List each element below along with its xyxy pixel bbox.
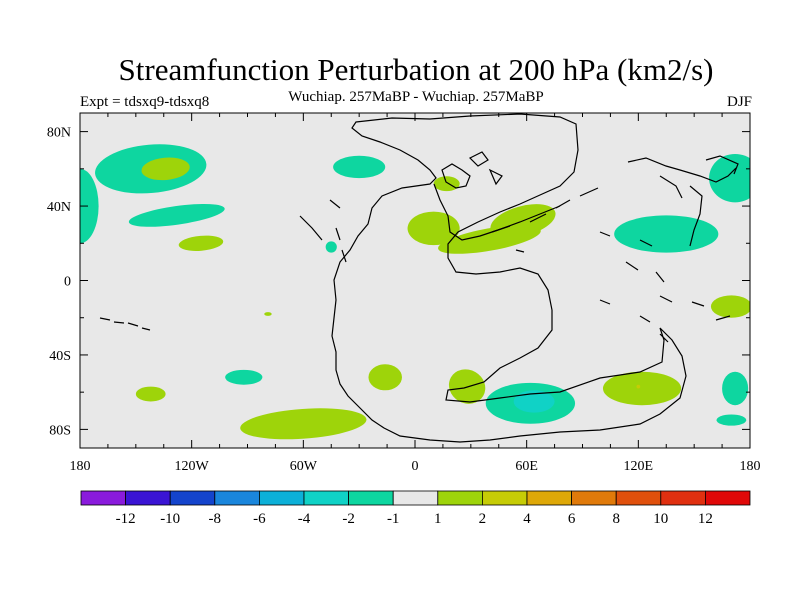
colorbar-label: -1 <box>387 511 400 527</box>
colorbar-box <box>481 490 528 506</box>
y-tick-label: 80N <box>47 126 71 141</box>
contour-region-17 <box>264 312 272 316</box>
x-tick-label: 180 <box>70 459 91 474</box>
colorbar-box <box>392 490 439 506</box>
colorbar-box <box>571 490 617 506</box>
colorbar-label: 8 <box>612 511 620 527</box>
y-tick-label: 80S <box>49 423 71 438</box>
colorbar-box <box>705 490 751 506</box>
colorbar-label: -6 <box>253 511 266 527</box>
x-tick-label: 120W <box>175 459 210 474</box>
colorbar-label: 2 <box>479 511 487 527</box>
x-tick-label: 180 <box>740 459 761 474</box>
west-fragments <box>99 199 347 331</box>
colorbar-label: 6 <box>568 511 576 527</box>
contour-region-2 <box>141 157 190 181</box>
experiment-label: Expt = tdsxq9-tdsxq8 <box>80 94 209 110</box>
colorbar-box <box>125 490 171 506</box>
contour-region-24 <box>636 384 641 389</box>
contour-region-19 <box>240 408 367 440</box>
x-tick-label: 60W <box>290 459 318 474</box>
contour-region-8 <box>433 176 460 192</box>
y-tick-label: 40N <box>47 200 71 215</box>
colorbar-box <box>303 490 349 506</box>
colorbar-label: 10 <box>653 511 668 527</box>
contour-region-12 <box>614 215 719 253</box>
contour-region-3 <box>80 168 99 244</box>
x-tick-label: 60E <box>515 459 538 474</box>
contour-region-7 <box>325 241 337 253</box>
colorbar-label: -10 <box>160 511 180 527</box>
chart-title: Streamfunction Perturbation at 200 hPa (… <box>119 52 714 87</box>
tethys-inner-coast <box>433 183 561 241</box>
contour-region-16 <box>225 369 263 385</box>
colorbar-box <box>214 490 260 506</box>
contour-region-23 <box>602 371 682 406</box>
colorbar-label: -4 <box>298 511 311 527</box>
period-label: Wuchiap. 257MaBP - Wuchiap. 257MaBP <box>288 89 543 105</box>
colorbar-box <box>169 490 216 506</box>
coastlines <box>99 113 739 443</box>
colorbar-label: 4 <box>523 511 531 527</box>
colorbar-box <box>258 490 305 506</box>
north-islands <box>441 151 503 189</box>
contour-region-22 <box>513 390 555 413</box>
contour-region-13 <box>709 153 750 203</box>
contour-regions <box>80 144 750 440</box>
contour-region-5 <box>178 235 224 251</box>
colorbar-label: -12 <box>116 511 136 527</box>
contour-region-9 <box>407 211 460 246</box>
x-axis: 180 120W 60W 0 60E 120E 180 <box>70 113 761 474</box>
tethys-fragments <box>491 187 731 343</box>
contour-region-14 <box>710 295 750 318</box>
colorbar-label: 1 <box>434 511 442 527</box>
contour-region-4 <box>128 203 225 227</box>
x-tick-label: 120E <box>624 459 654 474</box>
contour-region-18 <box>368 364 402 391</box>
y-axis: 80N 40N 0 40S 80S <box>47 126 750 438</box>
y-tick-label: 0 <box>64 275 71 290</box>
contour-region-25 <box>722 371 749 406</box>
east-asia-blocks <box>627 155 739 247</box>
x-tick-label: 0 <box>412 459 419 474</box>
season-label: DJF <box>727 94 752 110</box>
pangaea-coastline <box>331 113 687 443</box>
contour-region-15 <box>135 386 166 402</box>
colorbar: -12 -10 -8 -6 -4 -2 -1 1 2 4 6 8 10 12 <box>80 490 751 527</box>
y-tick-label: 40S <box>49 349 71 364</box>
colorbar-box <box>348 490 394 506</box>
contour-region-26 <box>716 414 747 426</box>
colorbar-label: 12 <box>698 511 713 527</box>
colorbar-label: -2 <box>342 511 355 527</box>
colorbar-label: -8 <box>209 511 222 527</box>
contour-region-6 <box>333 155 386 179</box>
colorbar-box <box>80 490 126 506</box>
colorbar-box <box>526 490 572 506</box>
colorbar-box <box>660 490 706 506</box>
colorbar-box <box>615 490 662 506</box>
colorbar-box <box>437 490 483 506</box>
